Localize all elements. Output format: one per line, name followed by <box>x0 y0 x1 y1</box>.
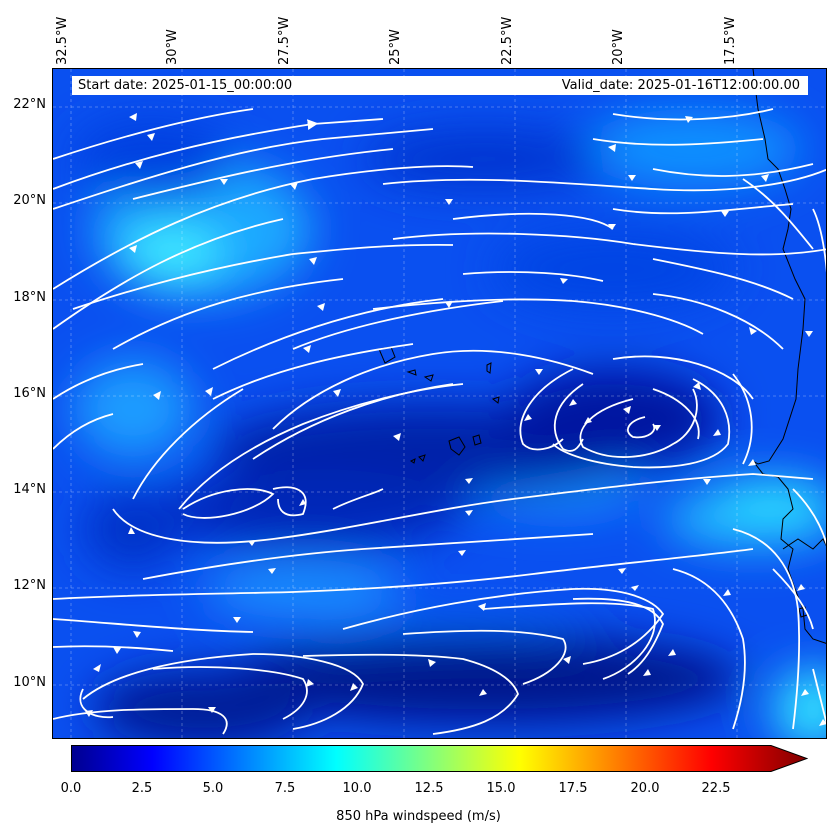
colorbar-tick-12-5: 12.5 <box>414 781 444 796</box>
colorbar-tick-20: 20.0 <box>630 781 660 796</box>
lat-label-12n: 12°N <box>13 578 46 593</box>
lat-label-22n: 22°N <box>13 97 46 112</box>
lon-label-22-5w: 22.5°W <box>500 16 515 65</box>
colorbar-tick-0: 0.0 <box>60 781 82 796</box>
lon-label-27-5w: 27.5°W <box>277 16 292 65</box>
streamline-arrows <box>85 113 826 726</box>
start-date-text: Start date: 2025-01-15_00:00:00 <box>78 78 293 93</box>
colorbar-tick-10: 10.0 <box>342 781 372 796</box>
lon-label-30w: 30°W <box>165 29 180 65</box>
colorbar-label: 850 hPa windspeed (m/s) <box>336 809 501 824</box>
colorbar-tick-17-5: 17.5 <box>558 781 588 796</box>
windspeed-colorbar <box>71 745 808 772</box>
wind-map <box>52 68 827 739</box>
colorbar-tick-22-5: 22.5 <box>701 781 731 796</box>
colorbar-tick-15: 15.0 <box>486 781 516 796</box>
lon-label-17-5w: 17.5°W <box>723 16 738 65</box>
lat-label-10n: 10°N <box>13 675 46 690</box>
lon-label-20w: 20°W <box>611 29 626 65</box>
lon-label-25w: 25°W <box>388 29 403 65</box>
lat-label-16n: 16°N <box>13 386 46 401</box>
colorbar-tick-5: 5.0 <box>202 781 224 796</box>
streamlines <box>53 108 826 735</box>
windspeed-contours <box>73 109 826 738</box>
colorbar-tick-2-5: 2.5 <box>131 781 153 796</box>
date-info-box: Start date: 2025-01-15_00:00:00 Valid_da… <box>72 76 808 95</box>
lat-label-20n: 20°N <box>13 193 46 208</box>
colorbar-tick-7-5: 7.5 <box>274 781 296 796</box>
lat-label-14n: 14°N <box>13 482 46 497</box>
lat-label-18n: 18°N <box>13 290 46 305</box>
valid-date-text: Valid_date: 2025-01-16T12:00:00.00 <box>561 78 800 93</box>
lon-label-32-5w: 32.5°W <box>55 16 70 65</box>
wind-field-svg <box>53 69 826 738</box>
